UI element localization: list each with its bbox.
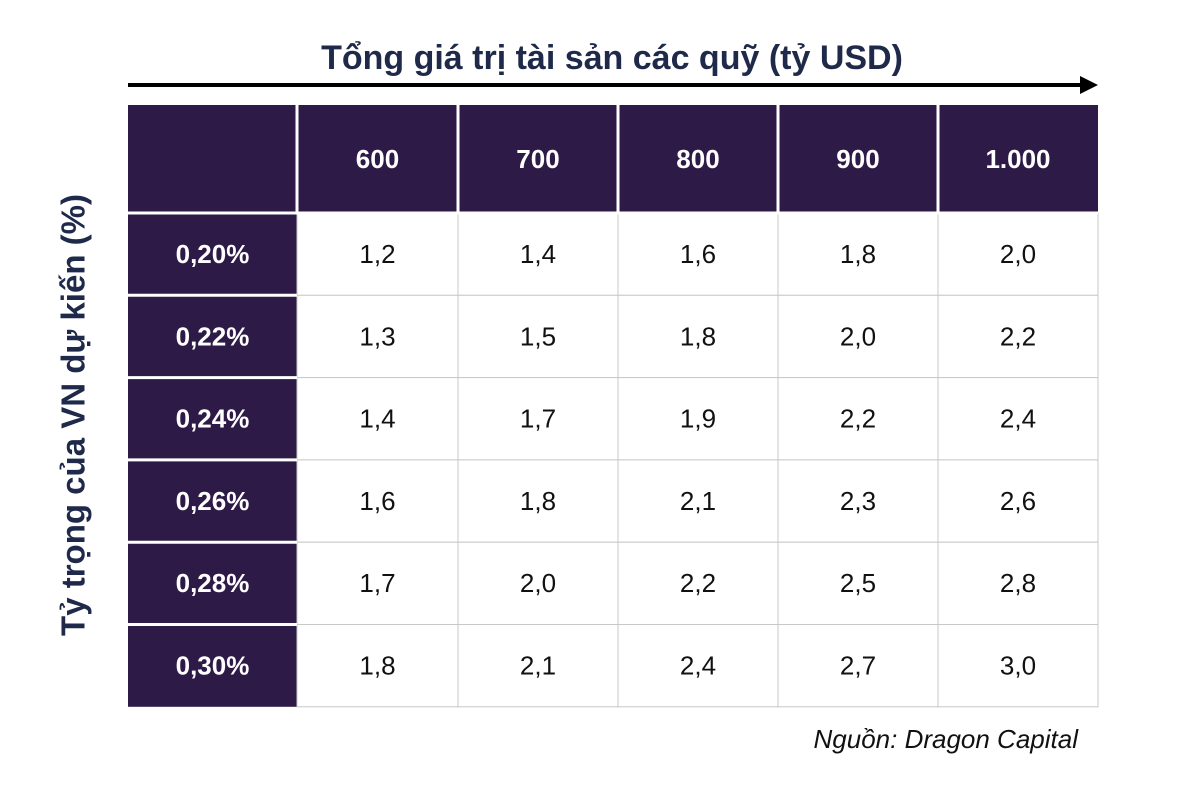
cell-text: 2,6 — [1000, 486, 1036, 516]
cell-text: 1,3 — [359, 321, 395, 351]
cell — [296, 624, 459, 708]
cell-text: 2,1 — [680, 486, 716, 516]
cell-text: 2,7 — [840, 651, 876, 681]
cell-text: 1,6 — [680, 239, 716, 269]
cell-text: 3,0 — [1000, 651, 1036, 681]
cell — [777, 541, 939, 626]
row-label: 0,20% — [176, 239, 250, 269]
header-cell — [938, 105, 1098, 213]
source: Nguồn: Dragon Capital — [814, 724, 1080, 754]
cell — [617, 294, 779, 379]
header-cell — [458, 105, 618, 213]
cell-text: 1,8 — [840, 239, 876, 269]
cell-text: 2,2 — [840, 404, 876, 434]
header-text: 600 — [356, 144, 399, 174]
cell-text: 2,5 — [840, 568, 876, 598]
row-label-cell — [128, 459, 297, 543]
cell-text: 2,0 — [1000, 239, 1036, 269]
row-label-cell — [128, 213, 297, 296]
cell — [937, 541, 1099, 626]
title: Tổng giá trị tài sản các quỹ (tỷ USD) — [321, 39, 903, 77]
cell-text: 1,8 — [680, 321, 716, 351]
cell — [617, 212, 779, 296]
cell-text: 1,8 — [359, 651, 395, 681]
row-label: 0,22% — [176, 321, 250, 351]
cell — [617, 459, 779, 543]
cell — [457, 459, 619, 543]
cell — [457, 624, 619, 708]
row-label-cell — [128, 624, 297, 707]
header-cell — [778, 105, 938, 213]
cell-text: 1,6 — [359, 486, 395, 516]
cell — [617, 377, 779, 461]
cell-text: 2,0 — [520, 568, 556, 598]
cell — [937, 624, 1099, 708]
cell-text: 2,8 — [1000, 568, 1036, 598]
cell-text: 1,8 — [520, 486, 556, 516]
arrow-head — [1080, 76, 1098, 94]
row-label: 0,28% — [176, 568, 250, 598]
header-cell — [128, 105, 297, 213]
cell-text: 2,4 — [680, 651, 716, 681]
cell — [296, 459, 459, 543]
cell — [457, 294, 619, 379]
cell — [937, 212, 1099, 296]
header-text: 900 — [836, 144, 879, 174]
cell — [937, 294, 1099, 379]
row-label-cell — [128, 542, 297, 625]
header-text: 1.000 — [985, 144, 1050, 174]
cell-text: 1,5 — [520, 321, 556, 351]
cell-text: 1,2 — [359, 239, 395, 269]
cell — [457, 541, 619, 626]
cell — [777, 212, 939, 296]
row-label-cell — [128, 295, 297, 378]
cell — [457, 212, 619, 296]
row-label-cell — [128, 377, 297, 460]
header-text: 700 — [516, 144, 559, 174]
cell-text: 1,7 — [520, 404, 556, 434]
header-cell — [297, 105, 458, 213]
cell — [777, 624, 939, 708]
cell-text: 1,7 — [359, 568, 395, 598]
cell — [296, 294, 459, 379]
cell — [617, 624, 779, 708]
header-cell — [618, 105, 778, 213]
cell — [617, 541, 779, 626]
cell — [296, 377, 459, 461]
cell-text: 1,4 — [359, 404, 395, 434]
side-label: Tỷ trọng của VN dự kiến (%) — [55, 194, 92, 636]
cell — [937, 377, 1099, 461]
cell-text: 1,9 — [680, 404, 716, 434]
cell — [296, 541, 459, 626]
cell-text: 2,0 — [840, 321, 876, 351]
row-label: 0,26% — [176, 486, 250, 516]
cell-text: 2,3 — [840, 486, 876, 516]
header-text: 800 — [676, 144, 719, 174]
row-label: 0,24% — [176, 404, 250, 434]
cell-text: 2,2 — [1000, 321, 1036, 351]
cell-text: 2,2 — [680, 568, 716, 598]
cell-text: 1,4 — [520, 239, 556, 269]
cell — [777, 377, 939, 461]
cell — [937, 459, 1099, 543]
cell-text: 2,1 — [520, 651, 556, 681]
cell-text: 2,4 — [1000, 404, 1036, 434]
row-label: 0,30% — [176, 651, 250, 681]
